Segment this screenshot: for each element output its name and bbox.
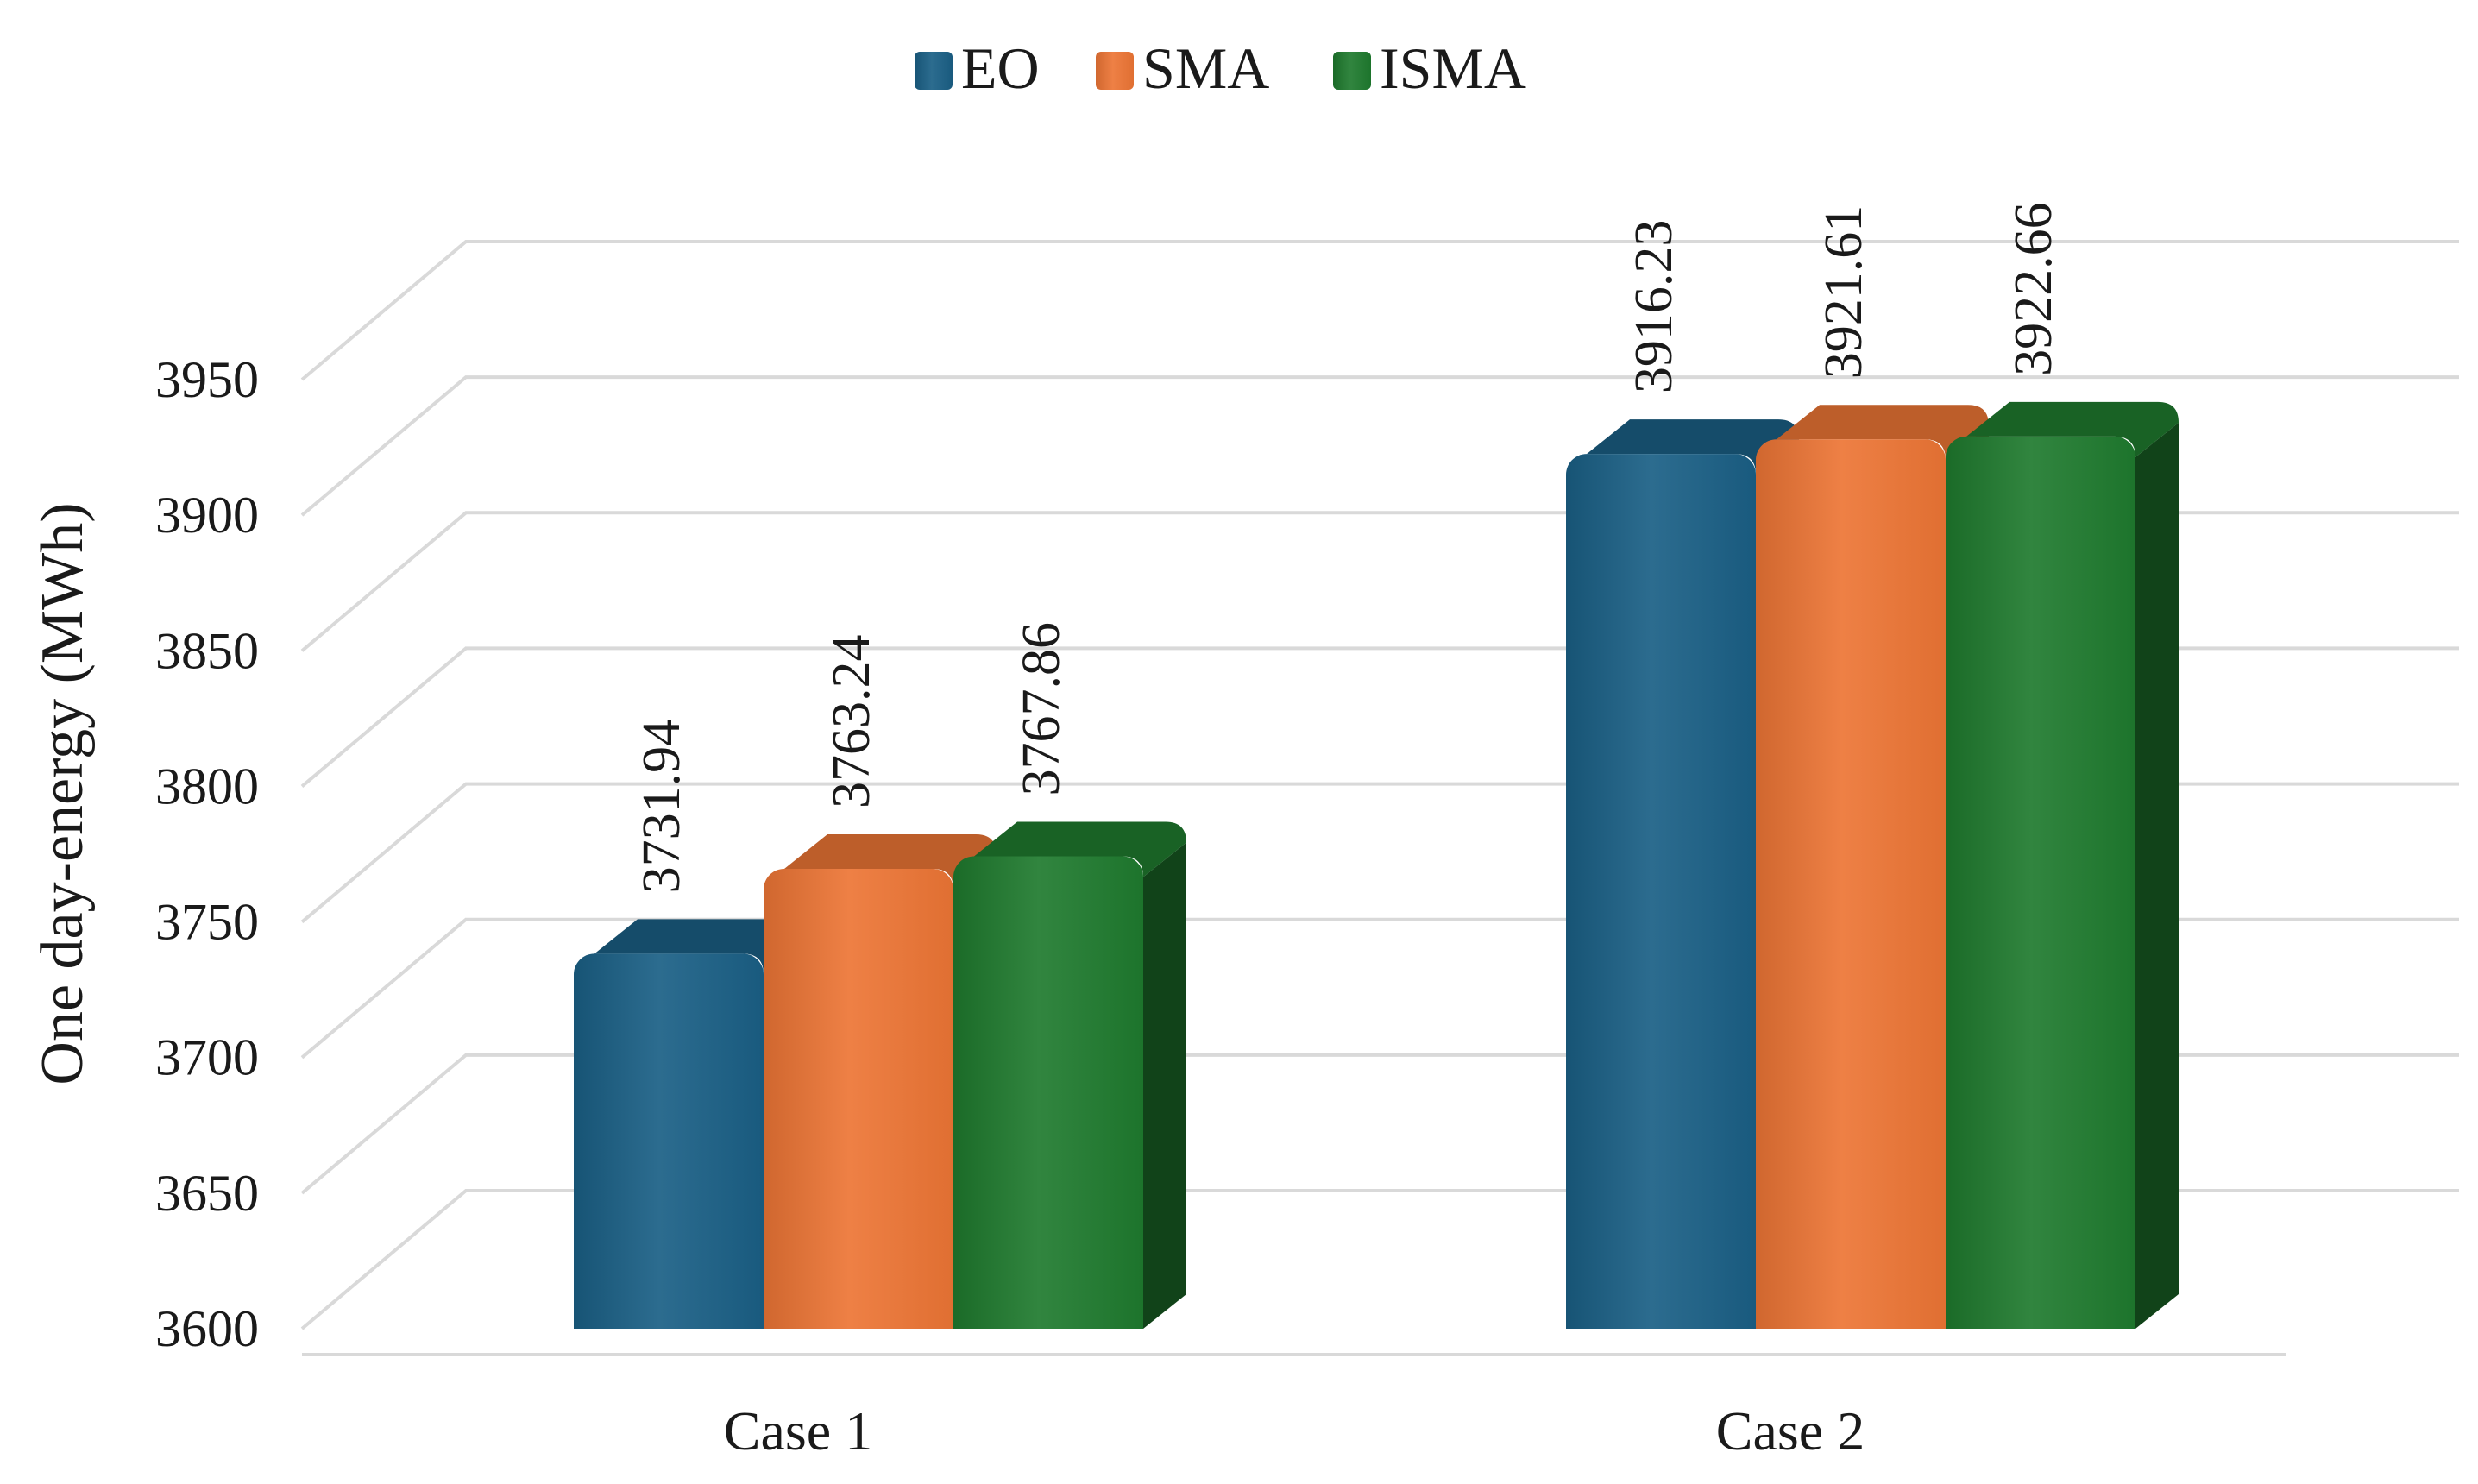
gridline <box>300 240 2459 381</box>
legend-swatch <box>1096 52 1134 90</box>
y-tick-label: 3750 <box>155 894 259 951</box>
x-tick-label: Case 2 <box>1716 1400 1865 1462</box>
data-label: 3921.61 <box>1814 205 1873 380</box>
value-labels: 3731.94 3763.24 3767.86 3916.23 3921.61 3922.… <box>632 202 2063 893</box>
legend-swatch <box>915 52 953 90</box>
x-tick-label: Case 1 <box>724 1400 872 1462</box>
legend-label: SMA <box>1142 35 1269 101</box>
data-label: 3731.94 <box>632 720 691 894</box>
grid-layer <box>300 240 2459 1356</box>
bars <box>574 401 2179 1329</box>
y-tick-label: 3800 <box>155 758 259 814</box>
legend-label: ISMA <box>1380 35 1526 101</box>
data-label: 3767.86 <box>1012 622 1071 796</box>
legend-item-isma: ISMA <box>1333 35 1526 101</box>
y-tick-label: 3850 <box>155 622 259 679</box>
x-axis: Case 1 Case 2 <box>724 1400 1865 1462</box>
y-tick-label: 3950 <box>155 351 259 408</box>
y-axis-title: One day-energy (MWh) <box>29 502 96 1085</box>
legend-item-sma: SMA <box>1096 35 1269 101</box>
legend-swatch <box>1333 52 1371 90</box>
legend: EO SMA ISMA <box>915 35 1526 101</box>
legend-label: EO <box>961 35 1040 101</box>
data-label: 3916.23 <box>1625 220 1683 394</box>
y-tick-label: 3700 <box>155 1029 259 1086</box>
y-tick-label: 3900 <box>155 487 259 544</box>
gridline <box>300 375 2459 517</box>
y-tick-label: 3600 <box>155 1300 259 1357</box>
bar-isma-case-2 <box>1946 401 2179 1329</box>
y-tick-label: 3650 <box>155 1165 259 1222</box>
legend-item-eo: EO <box>915 35 1040 101</box>
bar-isma-case-1 <box>953 821 1186 1329</box>
data-label: 3763.24 <box>822 634 881 808</box>
data-label: 3922.66 <box>2004 202 2063 376</box>
y-axis: 3600 3650 3700 3750 3800 3850 3900 3950 <box>155 351 259 1357</box>
